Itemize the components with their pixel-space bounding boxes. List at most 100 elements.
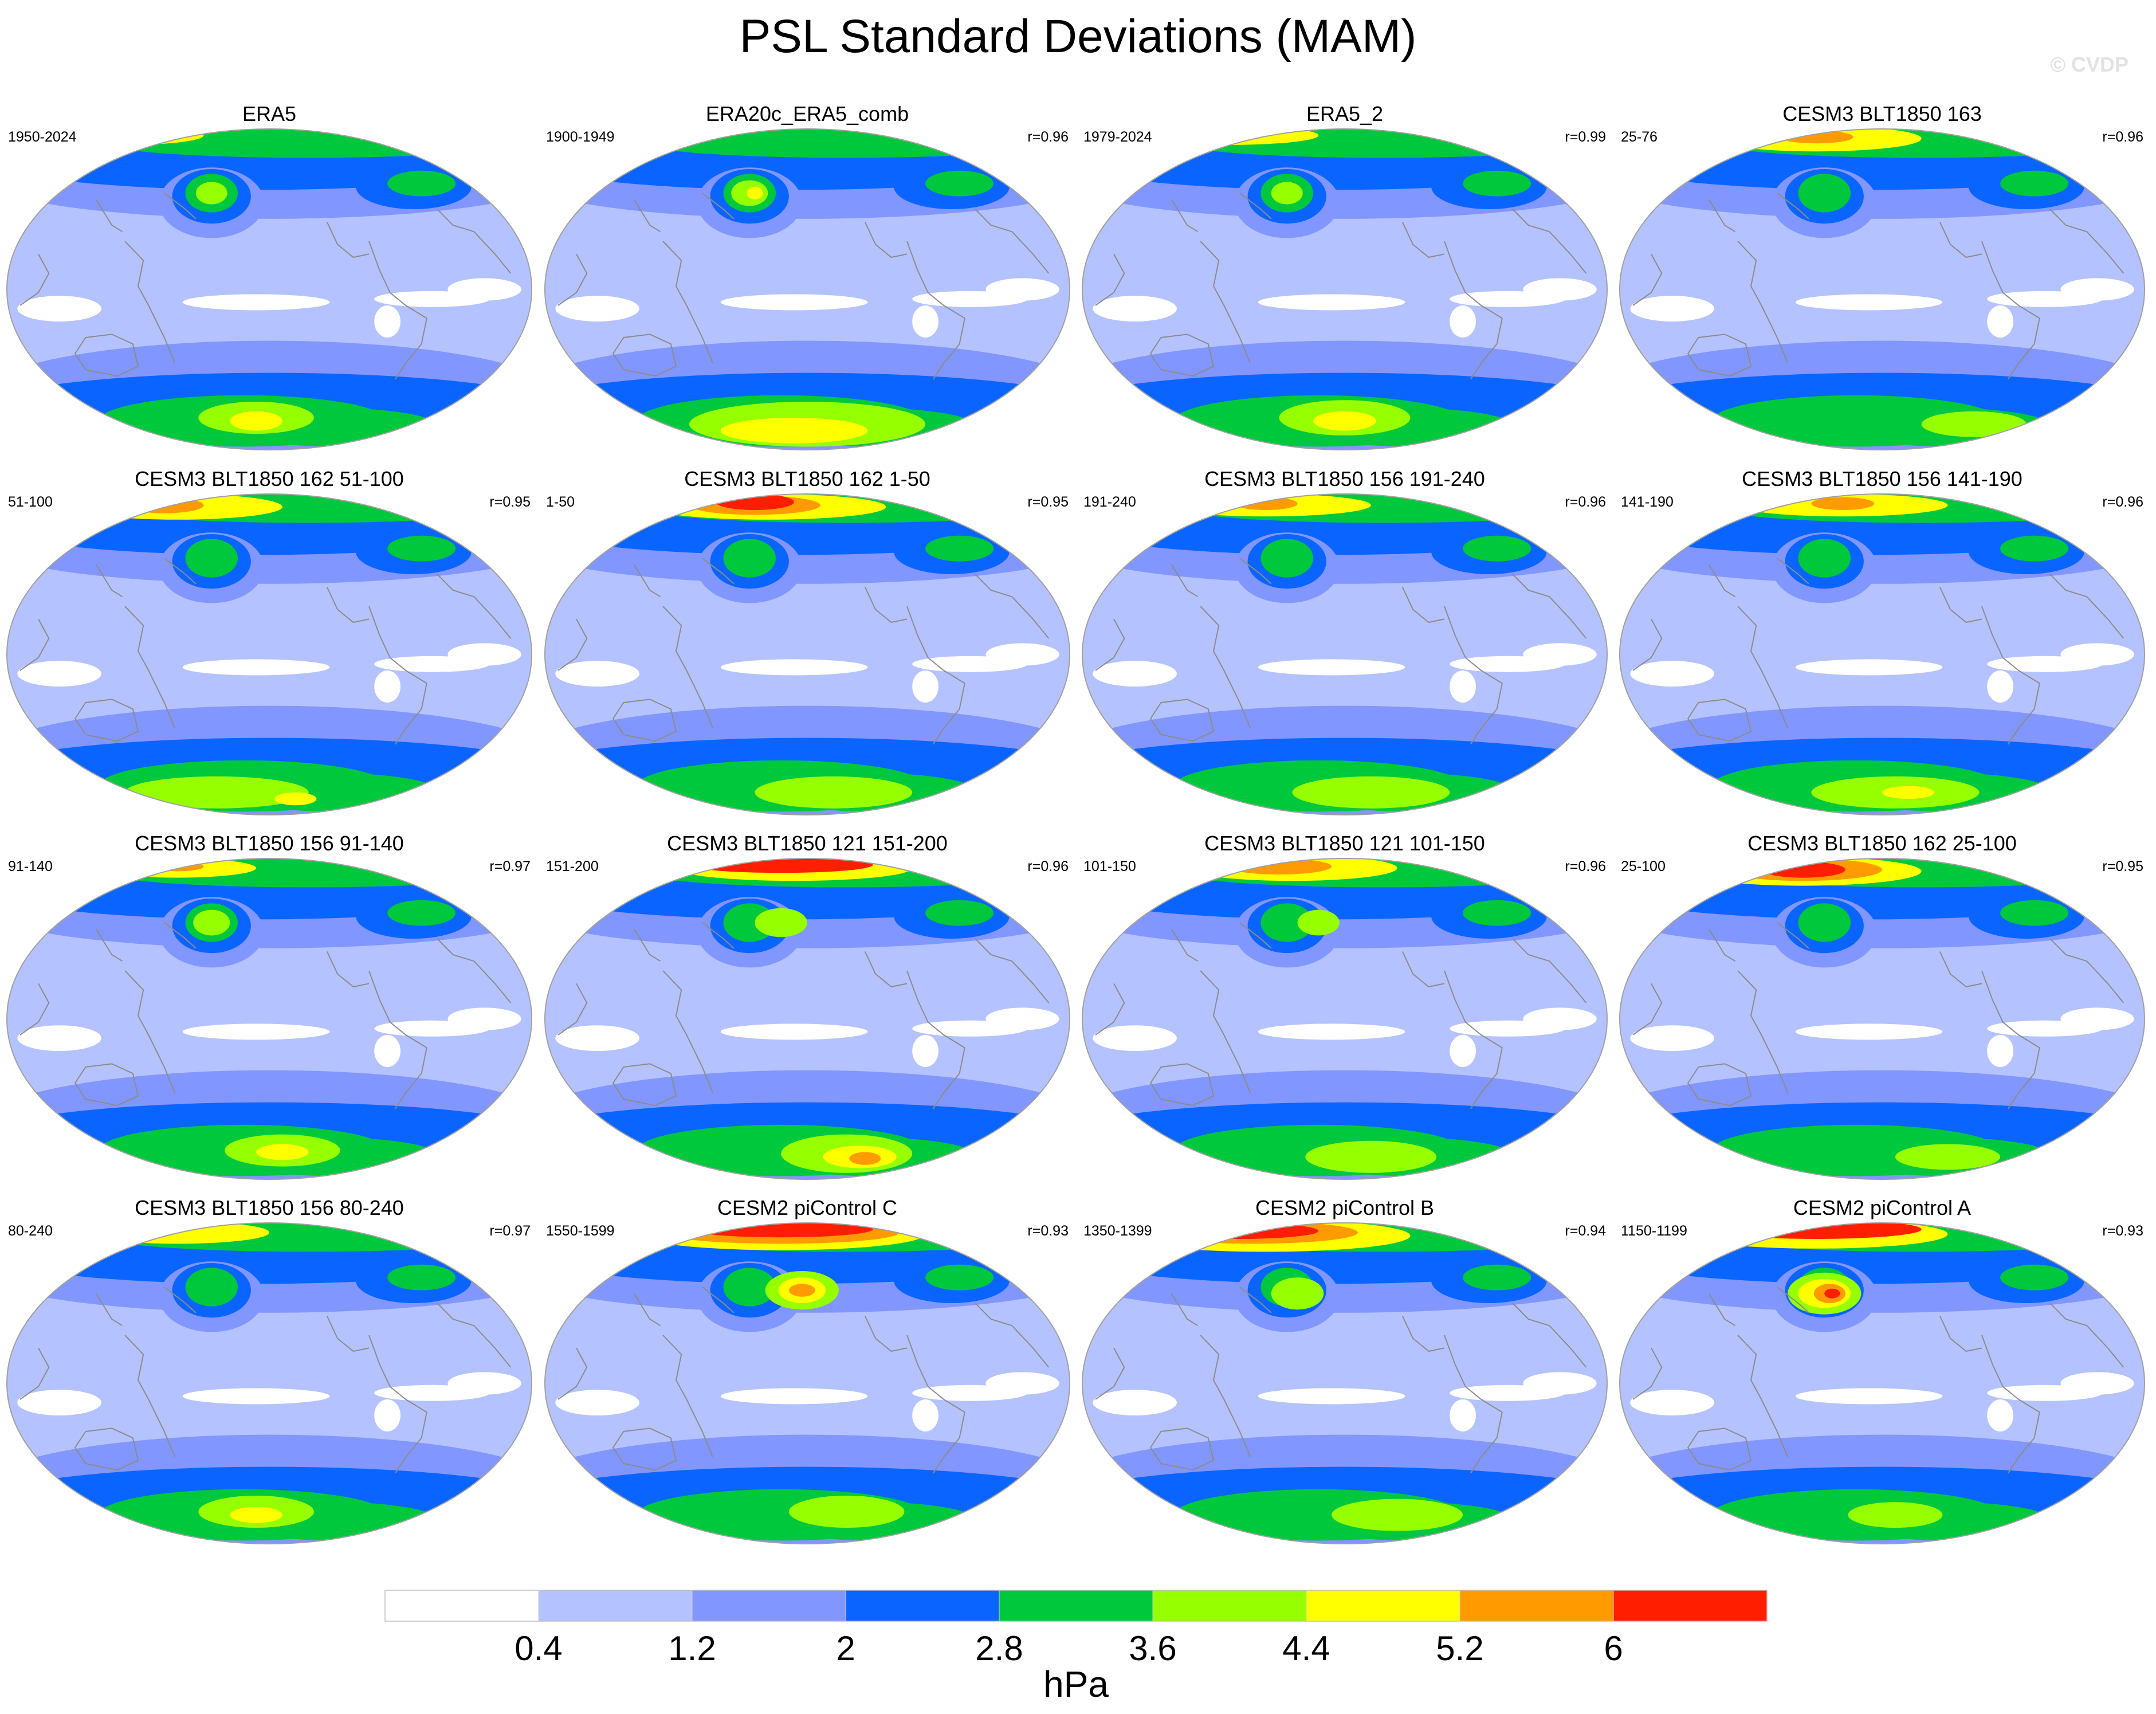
contour-region [755,908,807,938]
contour-region [1093,1025,1177,1051]
contour-field [7,1223,532,1544]
coastlines [1095,1287,1587,1474]
contour-region [912,670,938,703]
contour-region [1297,909,1340,936]
contour-region [447,1372,521,1395]
contour-region [1332,1499,1463,1531]
contour-field [1082,494,1607,815]
panel-pattern-correlation: r=0.95 [489,494,531,510]
contour-region [2000,1264,2069,1291]
contour-region [1824,1288,1840,1299]
contour-region [374,670,400,703]
contour-region [1798,903,1851,942]
panel-title: ERA5_2 [1306,102,1383,125]
contour-region [2060,278,2134,301]
coastlines [1095,922,1587,1109]
contour-region [1093,296,1177,321]
contour-region [1463,535,1531,562]
contour-field [545,1223,1070,1544]
map-panel: ERA5 1950-2024 [6,102,532,450]
contour-region [1523,1007,1597,1030]
contour-field [1082,858,1607,1179]
panel-period: 151-200 [546,858,599,874]
contour-region [230,411,282,431]
contour-region [1987,305,2014,338]
panel-period: 101-150 [1083,858,1136,874]
contour-region [912,1035,938,1067]
contour-region [849,1152,881,1165]
contour-region [1882,786,1935,799]
contour-field [1620,494,2145,815]
contour-region [1630,1025,1714,1051]
contour-region [788,1284,815,1297]
panel-title: CESM3 BLT1850 162 51-100 [135,467,404,491]
panel-pattern-correlation: r=0.96 [1565,858,1606,874]
contour-region [985,643,1059,666]
contour-field [7,129,532,450]
contour-region [925,535,994,562]
map-outline [1082,858,1608,1180]
panel-title: CESM3 BLT1850 156 191-240 [1204,467,1485,491]
panel-period: 1950-2024 [8,129,77,145]
contour-region [747,186,763,200]
contour-region [1450,1035,1476,1067]
contour-region [387,535,456,562]
coastlines [557,1287,1050,1474]
contour-region [1260,539,1314,578]
contour-region [985,1007,1059,1030]
panel-title: CESM3 BLT1850 162 25-100 [1747,831,2017,855]
contour-region [720,418,868,444]
contour-region [151,861,204,872]
panel-pattern-correlation: r=0.97 [489,1223,531,1239]
panel-period: 25-76 [1621,129,1658,145]
contour-field [1620,1223,2145,1544]
contour-region [912,305,938,338]
contour-region [2060,643,2134,666]
contour-region [1987,1035,2014,1067]
contour-region [1795,294,1943,311]
contour-region [1463,170,1531,197]
contour-region [230,1507,282,1523]
contour-region [182,294,330,311]
contour-region [185,539,238,578]
map-outline [6,1222,532,1544]
contour-region [1795,1388,1943,1405]
contour-region [1450,670,1476,703]
contour-region [195,182,227,205]
contour-region [256,1144,309,1160]
contour-region [1795,1023,1943,1040]
coastlines [19,1287,512,1474]
panel-period: 1350-1399 [1083,1223,1152,1239]
contour-region [985,278,1059,301]
map-outline [1619,1222,2145,1544]
panel-title: CESM2 piControl B [1255,1196,1434,1219]
coastlines [1095,558,1587,745]
map-panel: CESM3 BLT1850 121 101-150 101-150 r=0.96 [1082,831,1608,1180]
contour-field [545,129,1070,450]
coastlines [19,922,512,1109]
contour-region [720,294,868,311]
contour-region [1271,1277,1324,1310]
coastlines [19,193,512,380]
coastlines [1632,193,2124,380]
contour-region [1134,129,1319,145]
map-panel: CESM3 BLT1850 162 25-100 25-100 r=0.95 [1619,831,2145,1180]
contour-region [720,659,868,676]
contour-region [1093,1390,1177,1416]
map-outline [1082,128,1608,450]
map-panel: ERA20c_ERA5_comb 1900-1949 r=0.96 [544,102,1070,450]
contour-region [447,643,521,666]
contour-field [1620,858,2145,1179]
map-outline [1619,858,2145,1180]
coastlines [557,558,1050,745]
contour-region [17,661,101,687]
contour-region [17,1025,101,1051]
map-panel: CESM3 BLT1850 156 91-140 91-140 r=0.97 [6,831,532,1180]
contour-region [1523,278,1597,301]
coastlines [557,193,1050,380]
map-outline [544,858,1070,1180]
map-panel: CESM3 BLT1850 156 80-240 80-240 r=0.97 [6,1196,532,1544]
map-panel: CESM3 BLT1850 156 141-190 141-190 r=0.96 [1619,467,2145,815]
contour-region [2000,900,2069,926]
